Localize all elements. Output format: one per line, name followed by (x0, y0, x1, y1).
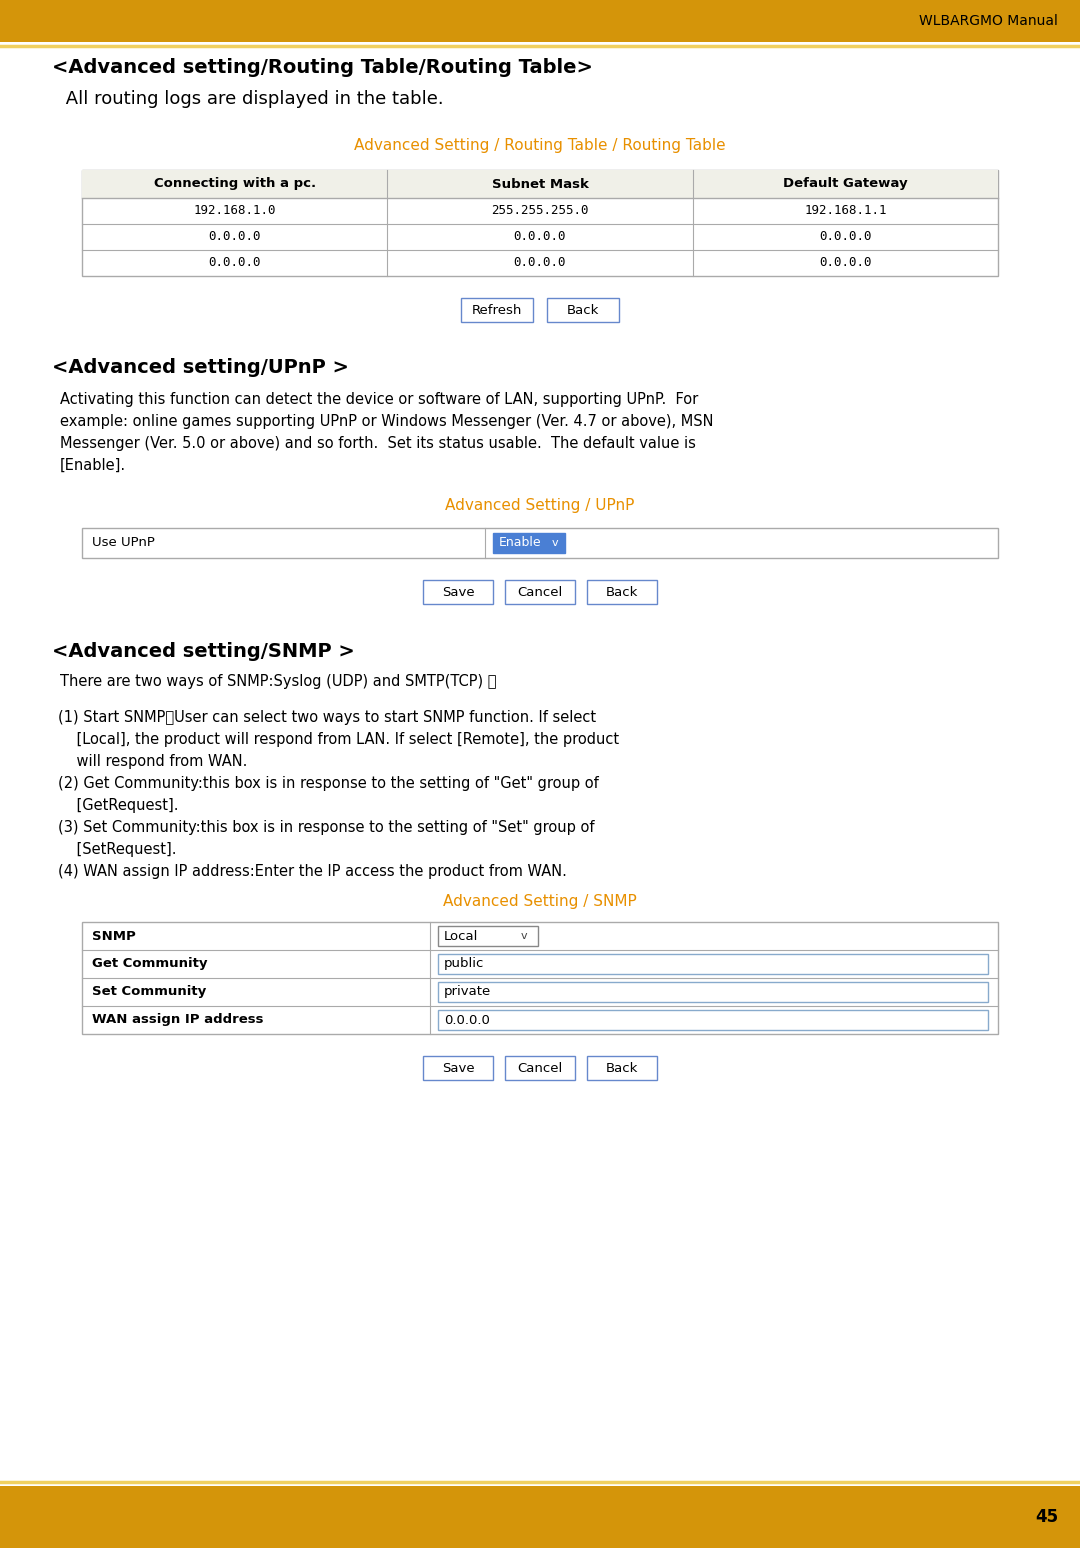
Text: [Enable].: [Enable]. (60, 458, 126, 474)
Text: 45: 45 (1035, 1508, 1058, 1526)
FancyBboxPatch shape (546, 299, 619, 322)
Text: Connecting with a pc.: Connecting with a pc. (153, 178, 315, 190)
Text: 255.255.255.0: 255.255.255.0 (491, 204, 589, 218)
Bar (82, 923, 998, 1034)
Text: (1) Start SNMP：User can select two ways to start SNMP function. If select: (1) Start SNMP：User can select two ways … (58, 711, 596, 724)
FancyBboxPatch shape (494, 533, 565, 553)
Text: [SetRequest].: [SetRequest]. (58, 842, 176, 858)
Text: Save: Save (442, 1062, 474, 1074)
Text: 0.0.0.0: 0.0.0.0 (208, 257, 261, 269)
Text: public: public (444, 958, 485, 971)
FancyBboxPatch shape (588, 1056, 657, 1081)
Text: 0.0.0.0: 0.0.0.0 (514, 257, 566, 269)
Text: 192.168.1.1: 192.168.1.1 (805, 204, 887, 218)
Bar (0, 0, 1080, 42)
Text: <Advanced setting/SNMP >: <Advanced setting/SNMP > (52, 642, 354, 661)
Text: Cancel: Cancel (517, 585, 563, 599)
Text: Messenger (Ver. 5.0 or above) and so forth.  Set its status usable.  The default: Messenger (Ver. 5.0 or above) and so for… (60, 437, 696, 450)
Text: v: v (552, 539, 558, 548)
Text: Back: Back (606, 1062, 638, 1074)
FancyBboxPatch shape (438, 926, 538, 946)
Text: <Advanced setting/Routing Table/Routing Table>: <Advanced setting/Routing Table/Routing … (52, 57, 593, 77)
FancyBboxPatch shape (438, 954, 988, 974)
Text: All routing logs are displayed in the table.: All routing logs are displayed in the ta… (60, 90, 444, 108)
Text: Local: Local (444, 929, 478, 943)
Bar (82, 170, 998, 276)
Text: 0.0.0.0: 0.0.0.0 (514, 231, 566, 243)
Text: WLBARGMO Manual: WLBARGMO Manual (919, 14, 1058, 28)
Text: There are two ways of SNMP:Syslog (UDP) and SMTP(TCP) 。: There are two ways of SNMP:Syslog (UDP) … (60, 673, 497, 689)
Text: Back: Back (567, 303, 599, 316)
Text: 0.0.0.0: 0.0.0.0 (444, 1014, 490, 1026)
Bar (82, 170, 998, 198)
Text: Set Community: Set Community (92, 986, 206, 998)
Text: 192.168.1.0: 192.168.1.0 (193, 204, 275, 218)
Text: SNMP: SNMP (92, 929, 136, 943)
Text: example: online games supporting UPnP or Windows Messenger (Ver. 4.7 or above), : example: online games supporting UPnP or… (60, 413, 714, 429)
Text: Activating this function can detect the device or software of LAN, supporting UP: Activating this function can detect the … (60, 392, 699, 407)
FancyBboxPatch shape (505, 580, 575, 604)
Text: Get Community: Get Community (92, 958, 207, 971)
Text: will respond from WAN.: will respond from WAN. (58, 754, 247, 769)
Bar (82, 528, 998, 557)
Text: 0.0.0.0: 0.0.0.0 (819, 257, 872, 269)
Text: private: private (444, 986, 491, 998)
FancyBboxPatch shape (423, 580, 492, 604)
FancyBboxPatch shape (461, 299, 534, 322)
FancyBboxPatch shape (505, 1056, 575, 1081)
Text: WAN assign IP address: WAN assign IP address (92, 1014, 264, 1026)
FancyBboxPatch shape (438, 1009, 988, 1029)
Text: Use UPnP: Use UPnP (92, 537, 154, 550)
Text: Default Gateway: Default Gateway (783, 178, 907, 190)
FancyBboxPatch shape (438, 981, 988, 1002)
Text: Enable: Enable (499, 537, 542, 550)
Text: Back: Back (606, 585, 638, 599)
Text: 0.0.0.0: 0.0.0.0 (819, 231, 872, 243)
Text: [Local], the product will respond from LAN. If select [Remote], the product: [Local], the product will respond from L… (58, 732, 619, 748)
Bar (0, 1486, 1080, 1548)
Text: (4) WAN assign IP address:Enter the IP access the product from WAN.: (4) WAN assign IP address:Enter the IP a… (58, 864, 567, 879)
Text: Advanced Setting / UPnP: Advanced Setting / UPnP (445, 498, 635, 512)
Text: Cancel: Cancel (517, 1062, 563, 1074)
Text: v: v (521, 930, 527, 941)
Text: Advanced Setting / Routing Table / Routing Table: Advanced Setting / Routing Table / Routi… (354, 138, 726, 153)
Text: (3) Set Community:this box is in response to the setting of "Set" group of: (3) Set Community:this box is in respons… (58, 820, 594, 834)
Text: [GetRequest].: [GetRequest]. (58, 799, 178, 813)
Text: Save: Save (442, 585, 474, 599)
Text: Refresh: Refresh (472, 303, 523, 316)
Text: 0.0.0.0: 0.0.0.0 (208, 231, 261, 243)
Text: Advanced Setting / SNMP: Advanced Setting / SNMP (443, 895, 637, 909)
Text: Subnet Mask: Subnet Mask (491, 178, 589, 190)
Text: <Advanced setting/UPnP >: <Advanced setting/UPnP > (52, 358, 349, 378)
FancyBboxPatch shape (423, 1056, 492, 1081)
FancyBboxPatch shape (588, 580, 657, 604)
Text: (2) Get Community:this box is in response to the setting of "Get" group of: (2) Get Community:this box is in respons… (58, 776, 598, 791)
